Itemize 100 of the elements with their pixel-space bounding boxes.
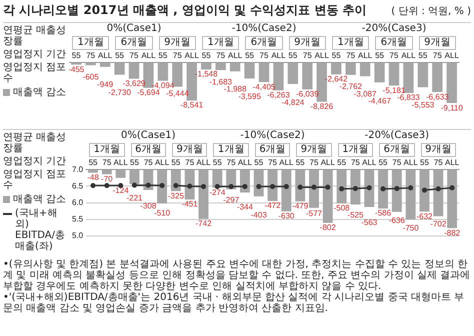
text: 9개월: [418, 36, 456, 50]
data-label: -6,833: [397, 93, 420, 102]
text: 9개월: [296, 143, 332, 157]
text: 1개월: [89, 143, 125, 157]
data-label: -2,730: [108, 88, 132, 97]
x-tick-label: 55: [212, 158, 222, 168]
x-tick-label: 75: [130, 51, 139, 60]
text: 6개월: [115, 36, 153, 50]
x-tick-label: 75: [390, 51, 399, 60]
x-tick-label: 55: [296, 158, 306, 168]
text: 9개월: [420, 143, 456, 157]
data-label: -525: [347, 210, 364, 220]
x-tick-label: ALL: [98, 51, 113, 60]
chart-subtitle: ( 단위 : 억원, % ): [391, 5, 471, 18]
x-tick-label: 75: [350, 158, 360, 168]
x-tick-label: 75: [432, 51, 442, 60]
text: 영업정지 기간: [3, 156, 68, 167]
data-label: -605: [82, 72, 100, 82]
x-tick-label: 75: [302, 51, 312, 60]
data-label: -508: [334, 204, 350, 213]
data-label: -1,683: [209, 77, 233, 86]
x-tick-label: 55: [254, 158, 264, 168]
y-tick-label: 6.0: [72, 198, 84, 208]
x-tick-label: 55: [72, 51, 82, 60]
data-label: -479: [292, 202, 309, 211]
data-label: -1,988: [224, 84, 247, 94]
x-tick-label: 75: [185, 158, 195, 168]
x-tick-label: ALL: [228, 51, 243, 60]
y-tick-label: 7.0: [72, 164, 84, 174]
x-tick-label: 55: [420, 158, 430, 168]
data-label: -630: [278, 212, 295, 221]
data-label: -2,762: [339, 82, 363, 92]
x-tick-label: ALL: [196, 158, 212, 168]
legend-label: (국내+해외) EBITDA/총매출(좌): [15, 208, 66, 252]
text: -10%(Case2): [230, 23, 298, 35]
data-label: -4,094: [152, 80, 175, 90]
x-tick-label: 55: [288, 51, 298, 60]
text: 1개월: [213, 143, 249, 157]
text: 9개월: [288, 36, 326, 50]
x-tick-label: ALL: [358, 51, 373, 60]
data-label: -6,039: [296, 90, 320, 99]
data-label: -3,629: [122, 78, 146, 88]
data-label: -6,263: [267, 90, 290, 100]
legend-label: 매출액 감소: [13, 87, 66, 98]
x-tick-label: ALL: [154, 158, 170, 168]
data-label: -1,548: [194, 70, 218, 79]
text: 6개월: [375, 36, 413, 50]
x-tick-label: 75: [144, 158, 154, 168]
x-tick-label: 75: [226, 158, 236, 168]
x-tick-label: 75: [392, 158, 402, 168]
text: 9개월: [158, 36, 196, 50]
data-label: -750: [402, 224, 420, 233]
text: •(유의사항 및 한계점) 본 분석결과에 사용된 주요 변수에 대한 가정, 추정치는 수집할 수 있는 정보의 한계 및 미래 예측의 불확실성 등으로 인해 정확성을 담보할 수 없다. 또한, 주요 변수의 가정이 실제 결과에 부합할 경우에도 예측하지 못한 다양한 변수로 인해 실적치에 부합하지 않을 수 있다.: [3, 259, 471, 292]
y-tick-label: 5.5: [72, 214, 84, 224]
data-label: -451: [182, 200, 198, 209]
x-tick-label: 75: [346, 51, 356, 60]
x-tick-label: 55: [158, 51, 168, 60]
x-tick-label: ALL: [271, 51, 286, 60]
y-tick-label: 5.0: [72, 231, 84, 240]
data-label: -632: [416, 212, 434, 221]
data-label: -802: [320, 223, 336, 232]
data-label: -344: [236, 202, 254, 212]
x-tick-label: 55: [171, 158, 181, 168]
text: 1개월: [202, 36, 240, 50]
data-label: -325: [168, 191, 184, 200]
text: 1개월: [72, 36, 110, 50]
data-label: -563: [361, 218, 378, 228]
text: 6개월: [379, 143, 415, 157]
x-tick-label: 75: [310, 158, 319, 168]
text: 연평균 매출성장률: [3, 132, 68, 154]
x-tick-label: 55: [418, 51, 428, 60]
x-tick-label: ALL: [444, 51, 460, 60]
x-tick-label: 55: [245, 51, 255, 60]
data-label: -70: [101, 174, 114, 184]
data-label: -308: [140, 201, 157, 210]
data-label: -48: [87, 172, 100, 182]
text: 6개월: [130, 143, 166, 157]
text: 1개월: [338, 143, 374, 157]
text: 영업정지 점포수: [3, 169, 68, 191]
text: -20%(Case3): [360, 23, 428, 35]
x-tick-label: ALL: [279, 158, 294, 168]
data-label: -221: [126, 193, 144, 202]
data-label: -3,595: [238, 92, 262, 101]
text: 연평균 매출성장률: [3, 25, 68, 47]
x-tick-label: 75: [86, 51, 96, 60]
data-label: -882: [444, 228, 461, 238]
x-tick-label: ALL: [184, 51, 200, 60]
data-label: -3,087: [354, 90, 377, 99]
x-tick-label: 55: [202, 51, 212, 60]
text: -20%(Case3): [364, 130, 430, 142]
x-tick-label: 75: [434, 158, 444, 168]
x-tick-label: ALL: [444, 158, 460, 168]
data-label: -8,826: [310, 102, 334, 111]
x-tick-label: 75: [172, 51, 182, 60]
data-label: -5,694: [137, 88, 160, 98]
x-tick-label: 75: [102, 158, 112, 168]
data-label: -4,405: [252, 82, 276, 92]
x-tick-label: ALL: [362, 158, 377, 168]
text: 6개월: [254, 143, 290, 157]
chart-title: 각 시나리오별 2017년 매출액 , 영업이익 및 수익성지표 변동 추이: [3, 2, 367, 19]
